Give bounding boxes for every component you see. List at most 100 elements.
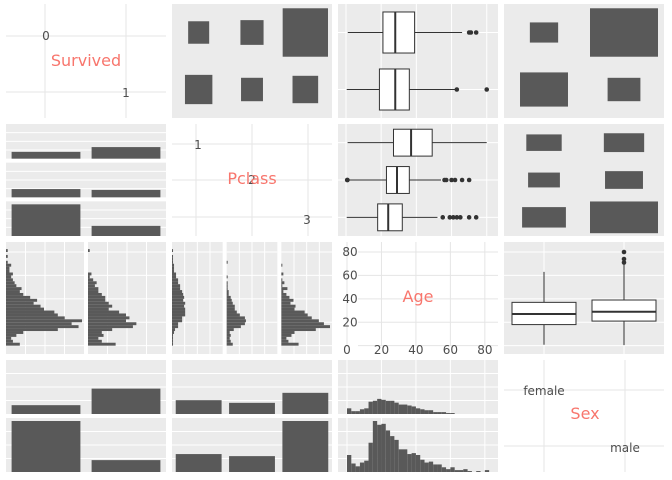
histogram-bar xyxy=(402,404,408,414)
level-label: 1 xyxy=(122,86,130,100)
histogram-bar xyxy=(88,325,133,329)
outlier-point xyxy=(473,215,479,220)
histogram-bar xyxy=(172,278,179,282)
y-tick-label: 60 xyxy=(342,268,357,282)
level-label: 0 xyxy=(42,29,50,43)
mosaic-tile xyxy=(526,134,562,151)
histogram-bar xyxy=(281,307,295,311)
histogram-bar xyxy=(351,411,356,414)
histogram-bar xyxy=(364,460,369,472)
histogram-bar xyxy=(6,333,17,337)
histogram-bar xyxy=(88,336,99,340)
histogram-bar xyxy=(281,304,296,308)
x-tick-label: 40 xyxy=(408,343,423,357)
histogram-bar xyxy=(172,310,186,314)
histogram-bar xyxy=(454,470,459,472)
histogram-bar xyxy=(226,260,228,264)
histogram-bar xyxy=(446,413,451,414)
bar xyxy=(11,204,81,236)
mosaic-tile xyxy=(292,75,319,104)
histogram-bar xyxy=(172,328,176,332)
outlier-point xyxy=(440,215,446,220)
mosaic-tile xyxy=(240,20,264,45)
histogram-bar xyxy=(420,459,425,472)
histogram-bar xyxy=(226,310,237,314)
histogram-bar xyxy=(172,295,185,299)
histogram-bar xyxy=(390,436,395,472)
histogram-bar xyxy=(6,284,17,288)
histogram-bar xyxy=(88,292,102,296)
histogram-bar xyxy=(172,339,174,343)
histogram-bar xyxy=(88,272,92,276)
histogram-bar xyxy=(281,333,292,337)
bar xyxy=(11,405,81,414)
histogram-bar xyxy=(385,400,391,414)
histogram-bar xyxy=(407,454,412,472)
histogram-bar xyxy=(385,430,391,472)
box xyxy=(591,299,657,322)
outlier-point xyxy=(447,215,453,220)
histogram-bar xyxy=(281,316,312,320)
histogram-bar xyxy=(281,298,294,302)
histogram-bar xyxy=(6,275,12,279)
histogram-bar xyxy=(88,284,95,288)
histogram-bar xyxy=(441,412,447,414)
histogram-bar xyxy=(172,325,179,329)
histogram-bar xyxy=(172,292,184,296)
histogram-bar xyxy=(172,260,174,264)
diag-label-pclass: Pclass xyxy=(227,169,276,188)
diag-label-survived: Survived xyxy=(51,51,121,70)
level-label: 1 xyxy=(194,138,202,152)
histogram-bar xyxy=(6,281,15,285)
histogram-bar xyxy=(347,408,352,414)
histogram-bar xyxy=(6,331,24,334)
histogram-bar xyxy=(226,333,231,337)
histogram-bar xyxy=(6,287,22,291)
histogram-bar xyxy=(368,442,373,472)
histogram-bar xyxy=(355,411,360,414)
histogram-bar xyxy=(226,307,235,311)
histogram-bar xyxy=(88,304,113,308)
histogram-bar xyxy=(441,467,447,472)
histogram-bar xyxy=(172,266,175,270)
diag-panel-sex xyxy=(504,360,664,472)
histogram-bar xyxy=(281,284,283,288)
level-label: female xyxy=(523,384,564,398)
histogram-bar xyxy=(6,339,13,343)
outlier-point xyxy=(454,215,460,220)
histogram-bar xyxy=(450,467,455,472)
outlier-point xyxy=(466,215,472,220)
histogram-bar xyxy=(226,339,231,343)
histogram-bar xyxy=(377,424,382,472)
histogram-bar xyxy=(458,470,464,472)
mosaic-tile xyxy=(529,22,559,43)
histogram-bar xyxy=(88,287,99,291)
histogram-bar xyxy=(226,342,233,346)
mosaic-tile xyxy=(522,207,566,228)
histogram-bar xyxy=(88,310,120,314)
histogram-bar xyxy=(172,284,181,288)
histogram-bar xyxy=(6,292,24,296)
histogram-bar xyxy=(6,325,79,329)
histogram-bar xyxy=(415,408,421,414)
histogram-bar xyxy=(88,339,102,343)
bar xyxy=(175,454,222,472)
histogram-bar xyxy=(172,298,184,302)
histogram-bar xyxy=(398,404,403,414)
outlier-point xyxy=(468,30,474,35)
histogram-bar xyxy=(281,331,295,334)
histogram-bar xyxy=(390,400,395,414)
mosaic-tile xyxy=(590,201,658,234)
bar xyxy=(91,460,161,472)
outlier-point xyxy=(621,249,627,255)
bar xyxy=(11,421,81,472)
level-label: 2 xyxy=(248,173,256,187)
outlier-point xyxy=(449,177,454,183)
histogram-bar xyxy=(428,410,434,414)
histogram-bar xyxy=(424,462,429,472)
histogram-bar xyxy=(424,410,429,414)
histogram-bar xyxy=(450,413,455,414)
outlier-point xyxy=(458,215,463,220)
diag-label-age: Age xyxy=(403,287,434,306)
histogram-bar xyxy=(172,249,174,253)
